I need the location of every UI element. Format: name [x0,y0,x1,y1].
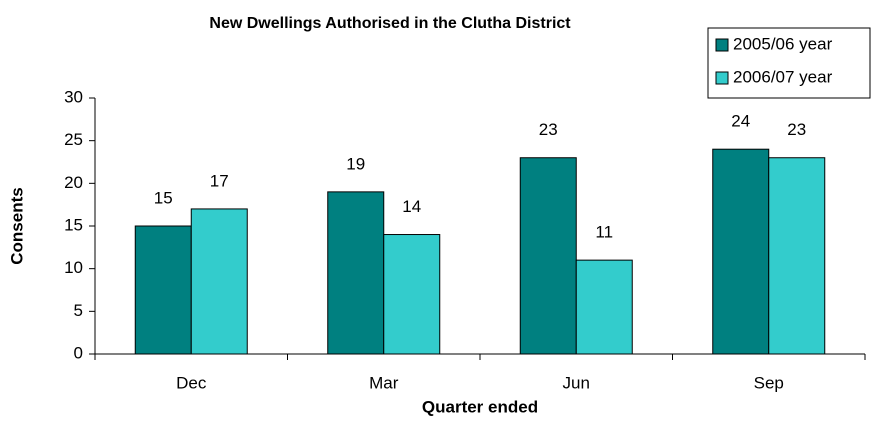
y-axis-label: Consents [7,187,26,264]
x-tick-label: Mar [369,373,399,392]
chart-title: New Dwellings Authorised in the Clutha D… [209,15,571,32]
data-label: 24 [731,112,750,131]
legend-label: 2005/06 year [733,34,833,53]
legend-box [707,27,871,99]
data-label: 17 [210,171,229,190]
legend-label: 2006/07 year [733,67,833,86]
bar [712,148,770,355]
x-axis-label: Quarter ended [422,397,538,416]
bar [575,259,633,355]
y-tick-label: 0 [74,343,83,362]
data-label: 23 [539,120,558,139]
data-label: 23 [787,120,806,139]
bar [134,225,192,355]
bar [768,157,826,355]
data-label: 14 [402,197,421,216]
x-tick-label: Sep [754,373,784,392]
legend-swatch [715,71,729,85]
y-tick-label: 15 [64,215,83,234]
y-tick-label: 5 [74,301,83,320]
bar [383,234,441,355]
x-tick-label: Jun [563,373,590,392]
bar [190,208,248,355]
bar [327,191,385,355]
data-label: 19 [346,154,365,173]
data-label: 11 [595,223,613,242]
y-tick-label: 25 [64,130,83,149]
legend-swatch [715,38,729,52]
y-tick-label: 30 [64,87,83,106]
y-tick-label: 10 [64,258,83,277]
x-tick-label: Dec [176,373,207,392]
data-label: 15 [154,188,173,207]
bar [519,157,577,355]
y-tick-label: 20 [64,173,83,192]
